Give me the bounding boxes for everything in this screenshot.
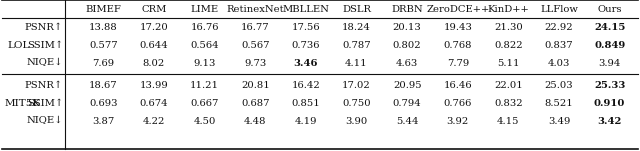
Text: RetinexNet: RetinexNet xyxy=(227,5,284,13)
Text: 13.99: 13.99 xyxy=(140,80,168,90)
Text: 16.42: 16.42 xyxy=(291,80,320,90)
Text: 0.577: 0.577 xyxy=(89,40,118,50)
Text: 0.693: 0.693 xyxy=(89,98,118,108)
Text: 0.832: 0.832 xyxy=(494,98,523,108)
Text: 0.687: 0.687 xyxy=(241,98,269,108)
Text: 8.521: 8.521 xyxy=(545,98,573,108)
Text: 7.69: 7.69 xyxy=(92,58,115,67)
Text: DSLR: DSLR xyxy=(342,5,371,13)
Text: 4.48: 4.48 xyxy=(244,117,266,125)
Text: NIQE↓: NIQE↓ xyxy=(26,117,63,125)
Text: 0.674: 0.674 xyxy=(140,98,168,108)
Text: 0.768: 0.768 xyxy=(444,40,472,50)
Text: LIME: LIME xyxy=(191,5,219,13)
Text: 0.736: 0.736 xyxy=(292,40,320,50)
Text: 18.24: 18.24 xyxy=(342,22,371,32)
Text: 13.88: 13.88 xyxy=(89,22,118,32)
Text: 25.03: 25.03 xyxy=(545,80,573,90)
Text: 21.30: 21.30 xyxy=(494,22,523,32)
Text: CRM: CRM xyxy=(141,5,166,13)
Text: 18.67: 18.67 xyxy=(89,80,118,90)
Text: 4.15: 4.15 xyxy=(497,117,520,125)
Text: 3.90: 3.90 xyxy=(346,117,367,125)
Text: 4.19: 4.19 xyxy=(294,117,317,125)
Text: 5.44: 5.44 xyxy=(396,117,419,125)
Text: 9.13: 9.13 xyxy=(193,58,216,67)
Text: 0.750: 0.750 xyxy=(342,98,371,108)
Text: 9.73: 9.73 xyxy=(244,58,266,67)
Text: 0.851: 0.851 xyxy=(291,98,320,108)
Text: 4.11: 4.11 xyxy=(345,58,368,67)
Text: 3.49: 3.49 xyxy=(548,117,570,125)
Text: 0.766: 0.766 xyxy=(444,98,472,108)
Text: PSNR↑: PSNR↑ xyxy=(25,22,63,32)
Text: DRBN: DRBN xyxy=(391,5,423,13)
Text: LLFlow: LLFlow xyxy=(540,5,578,13)
Text: 3.46: 3.46 xyxy=(294,58,318,67)
Text: SSIM↑: SSIM↑ xyxy=(27,98,63,108)
Text: 3.94: 3.94 xyxy=(598,58,621,67)
Text: 17.20: 17.20 xyxy=(140,22,168,32)
Text: 0.837: 0.837 xyxy=(545,40,573,50)
Text: 4.63: 4.63 xyxy=(396,58,419,67)
Text: 0.564: 0.564 xyxy=(190,40,219,50)
Text: 24.15: 24.15 xyxy=(594,22,625,32)
Text: 20.95: 20.95 xyxy=(393,80,422,90)
Text: 7.79: 7.79 xyxy=(447,58,469,67)
Text: 4.22: 4.22 xyxy=(143,117,165,125)
Text: 4.03: 4.03 xyxy=(548,58,570,67)
Text: BIMEF: BIMEF xyxy=(85,5,121,13)
Text: 16.46: 16.46 xyxy=(444,80,472,90)
Text: LOL: LOL xyxy=(7,40,29,50)
Text: 22.01: 22.01 xyxy=(494,80,523,90)
Text: 8.02: 8.02 xyxy=(143,58,165,67)
Text: 3.92: 3.92 xyxy=(447,117,469,125)
Text: 0.822: 0.822 xyxy=(494,40,523,50)
Text: 0.644: 0.644 xyxy=(140,40,168,50)
Text: PSNR↑: PSNR↑ xyxy=(25,80,63,90)
Text: SSIM↑: SSIM↑ xyxy=(27,40,63,50)
Text: 3.42: 3.42 xyxy=(598,117,622,125)
Text: ZeroDCE++: ZeroDCE++ xyxy=(426,5,490,13)
Text: 17.02: 17.02 xyxy=(342,80,371,90)
Text: 19.43: 19.43 xyxy=(444,22,472,32)
Text: 4.50: 4.50 xyxy=(193,117,216,125)
Text: 17.56: 17.56 xyxy=(292,22,320,32)
Text: 11.21: 11.21 xyxy=(190,80,219,90)
Text: 0.567: 0.567 xyxy=(241,40,269,50)
Text: KinD++: KinD++ xyxy=(488,5,529,13)
Text: 0.802: 0.802 xyxy=(393,40,422,50)
Text: 5.11: 5.11 xyxy=(497,58,520,67)
Text: 0.910: 0.910 xyxy=(594,98,625,108)
Text: 0.794: 0.794 xyxy=(393,98,422,108)
Text: MIT5K: MIT5K xyxy=(5,98,41,108)
Text: 0.667: 0.667 xyxy=(191,98,219,108)
Text: 22.92: 22.92 xyxy=(545,22,573,32)
Text: 25.33: 25.33 xyxy=(594,80,625,90)
Text: NIQE↓: NIQE↓ xyxy=(26,58,63,67)
Text: 0.787: 0.787 xyxy=(342,40,371,50)
Text: MBLLEN: MBLLEN xyxy=(282,5,330,13)
Text: 20.81: 20.81 xyxy=(241,80,269,90)
Text: 16.77: 16.77 xyxy=(241,22,269,32)
Text: Ours: Ours xyxy=(597,5,622,13)
Text: 20.13: 20.13 xyxy=(393,22,422,32)
Text: 3.87: 3.87 xyxy=(92,117,115,125)
Text: 16.76: 16.76 xyxy=(190,22,219,32)
Text: 0.849: 0.849 xyxy=(594,40,625,50)
